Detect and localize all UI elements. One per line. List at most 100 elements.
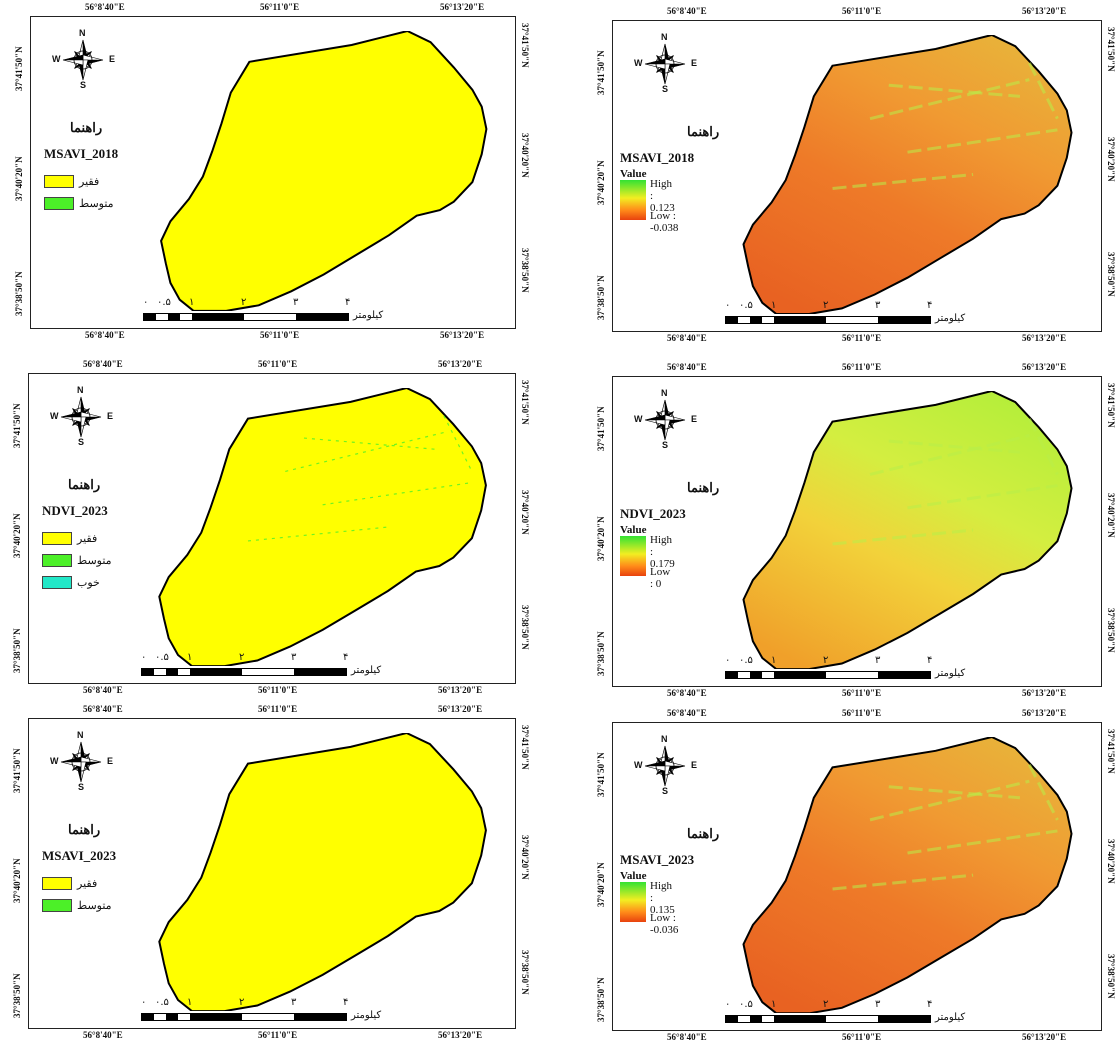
scale-segment (168, 314, 180, 320)
bottom-longitude-label: 56°13'20"E (440, 330, 485, 340)
legend-label: فقیر (77, 531, 98, 545)
scale-tick-label: ۱ (771, 300, 777, 311)
scale-bar (141, 1013, 347, 1021)
left-latitude-label: 37°38'50"N (596, 275, 606, 320)
top-longitude-label: 56°8'40"E (83, 704, 123, 714)
scale-segment (242, 669, 294, 675)
legend-label: متوسط (79, 196, 114, 210)
scale-segment (156, 314, 168, 320)
legend-heading: راهنما (70, 121, 103, 136)
legend-item-good: خوب (42, 575, 100, 589)
vegetation-streak (832, 173, 974, 190)
study-area-map (742, 391, 1073, 670)
legend-label: خوب (77, 575, 100, 589)
scale-segment (166, 669, 178, 675)
scale-unit-label: کیلومتر (935, 313, 966, 324)
left-latitude-label: 37°40'20"N (14, 156, 24, 201)
top-longitude-label: 56°13'20"E (1022, 708, 1067, 718)
legend-layer-name: NDVI_2023 (42, 503, 108, 518)
catchment-polygon (158, 388, 487, 667)
vegetation-streak (1027, 62, 1059, 120)
legend-swatch (44, 196, 74, 210)
scale-segment (878, 672, 930, 678)
legend-high-label: High : 0.123 (650, 178, 675, 214)
top-longitude-label: 56°11'0"E (258, 359, 298, 369)
scale-tick-label: ۴ (927, 655, 933, 666)
legend-swatch (42, 575, 72, 589)
top-longitude-label: 56°11'0"E (842, 708, 882, 718)
left-latitude-label: 37°38'50"N (14, 271, 24, 316)
bottom-longitude-label: 56°8'40"E (83, 1030, 123, 1040)
bottom-longitude-label: 56°13'20"E (1022, 1032, 1067, 1042)
compass-w-label: W (634, 760, 643, 770)
left-latitude-label: 37°38'50"N (12, 628, 22, 673)
color-ramp (620, 536, 646, 576)
scale-bar (141, 668, 347, 676)
scale-tick-label: ۲ (241, 297, 247, 308)
legend-layer-name: MSAVI_2018 (44, 146, 119, 161)
top-longitude-label: 56°8'40"E (667, 6, 707, 16)
scale-tick-label: ۴ (343, 997, 349, 1008)
legend-swatch (42, 531, 72, 545)
scale-tick-label: ۳ (291, 652, 297, 663)
bottom-longitude-label: 56°13'20"E (1022, 688, 1067, 698)
left-latitude-label: 37°41'50"N (12, 403, 22, 448)
scale-segment (878, 317, 930, 323)
legend-low-label: Low : 0 (650, 566, 671, 590)
scale-segment (738, 317, 750, 323)
scale-tick-label: ۰.۵ (157, 297, 171, 308)
scale-segment (762, 317, 774, 323)
scale-segment (774, 672, 826, 678)
vegetation-streak (888, 83, 1021, 98)
scale-tick-label: ۰ (725, 655, 731, 666)
compass-s-label: S (662, 786, 669, 796)
vegetation-streak (1027, 763, 1059, 821)
legend-high-label: High : 0.135 (650, 880, 675, 916)
color-ramp (620, 180, 646, 220)
vegetation-streak (907, 128, 1058, 154)
scale-segment (774, 317, 826, 323)
scale-tick-label: ۳ (875, 300, 881, 311)
scale-tick-label: ۴ (345, 297, 351, 308)
scale-segment (178, 669, 190, 675)
catchment-polygon (742, 391, 1073, 670)
vegetation-streak (832, 873, 974, 891)
compass-w-label: W (50, 411, 59, 421)
top-longitude-label: 56°11'0"E (842, 6, 882, 16)
scale-segment (180, 314, 192, 320)
scale-segment (142, 669, 154, 675)
vegetation-streak (303, 437, 435, 450)
bottom-longitude-label: 56°11'0"E (842, 688, 882, 698)
bottom-longitude-label: 56°11'0"E (842, 1032, 882, 1042)
vegetation-streak (869, 434, 1030, 476)
catchment-polygon (742, 35, 1073, 314)
north-arrow-icon: N S W E (630, 388, 700, 452)
vegetation-streak (869, 779, 1030, 822)
north-arrow-icon: N S W E (630, 734, 700, 798)
bottom-longitude-label: 56°11'0"E (260, 330, 300, 340)
scale-segment (192, 314, 244, 320)
top-longitude-label: 56°11'0"E (260, 2, 300, 12)
scale-unit-label: کیلومتر (935, 1012, 966, 1023)
scale-segment (750, 672, 762, 678)
north-arrow-icon: N S W E (630, 32, 700, 96)
scale-segment (826, 317, 878, 323)
vegetation-streak (907, 484, 1058, 510)
bottom-longitude-label: 56°8'40"E (83, 685, 123, 695)
compass-s-label: S (662, 84, 669, 94)
scale-tick-label: ۳ (293, 297, 299, 308)
vegetation-streak (888, 439, 1021, 454)
scale-segment (190, 1014, 242, 1020)
compass-n-label: N (77, 730, 84, 740)
scale-tick-label: ۱ (771, 999, 777, 1010)
scale-segment (726, 317, 738, 323)
vegetation-streak (869, 78, 1030, 121)
scale-tick-label: ۲ (239, 652, 245, 663)
vegetation-streak (322, 481, 473, 506)
scale-segment (190, 669, 242, 675)
compass-s-label: S (662, 440, 669, 450)
legend-swatch (42, 553, 72, 567)
compass-n-label: N (661, 734, 668, 744)
scale-segment (242, 1014, 294, 1020)
study-area-map (742, 737, 1073, 1014)
